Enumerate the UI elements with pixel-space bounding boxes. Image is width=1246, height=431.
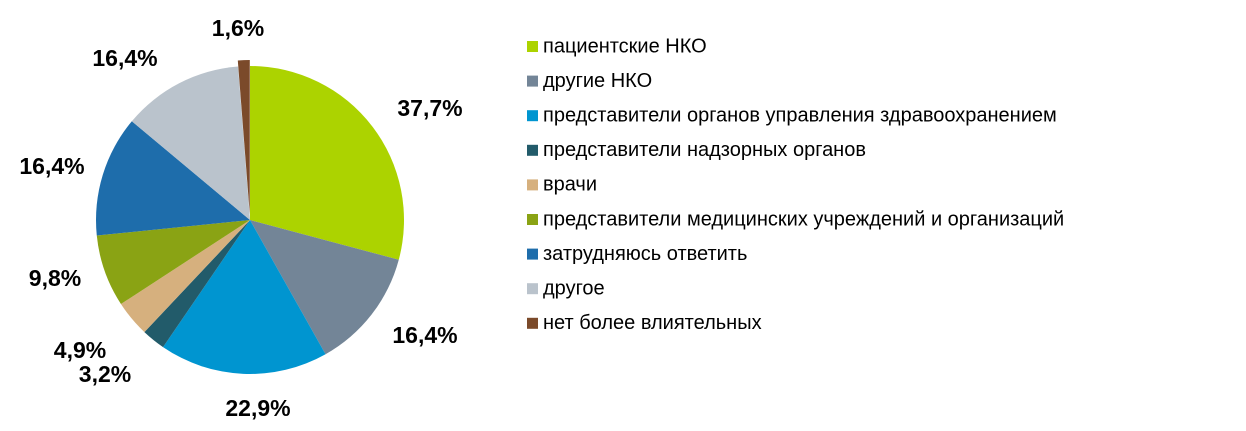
legend-label: затрудняюсь ответить [543, 243, 747, 265]
legend-swatch [527, 75, 538, 87]
legend-label: пациентские НКО [543, 35, 707, 57]
pie-slice [95, 121, 250, 236]
pie-slice [250, 220, 399, 355]
legend-swatch [527, 317, 538, 329]
pie-slice [131, 66, 250, 220]
pie-slice [163, 220, 326, 374]
legend-swatch [527, 41, 538, 52]
value-label: 37,7% [397, 95, 462, 121]
pie-slice [237, 60, 250, 215]
value-label: 3,2% [79, 361, 131, 387]
legend-label: другое [543, 277, 605, 299]
value-label: 16,4% [19, 153, 84, 179]
legend-swatch [527, 144, 538, 156]
pie-slice [144, 220, 250, 348]
legend-label: другие НКО [543, 70, 652, 92]
legend-swatch [527, 179, 538, 191]
legend-label: нет более влиятельных [543, 312, 762, 334]
legend-label: представители органов управления здравоо… [543, 104, 1057, 126]
value-label: 1,6% [212, 15, 264, 41]
legend-label: врачи [543, 174, 597, 196]
legend-swatch [527, 248, 538, 260]
legend-swatch [527, 110, 538, 122]
value-label: 4,9% [54, 337, 106, 363]
legend-label: представители надзорных органов [543, 139, 866, 161]
pie-slice [96, 220, 251, 305]
legend-label: представители медицинских учреждений и о… [543, 208, 1064, 230]
pie-slice [250, 66, 404, 260]
value-label: 9,8% [29, 265, 81, 291]
legend-swatch [527, 214, 538, 225]
value-label: 16,4% [392, 322, 457, 348]
value-label: 16,4% [92, 45, 157, 71]
pie-slice [120, 220, 250, 333]
legend-swatch [527, 283, 538, 295]
value-label: 22,9% [225, 395, 290, 421]
